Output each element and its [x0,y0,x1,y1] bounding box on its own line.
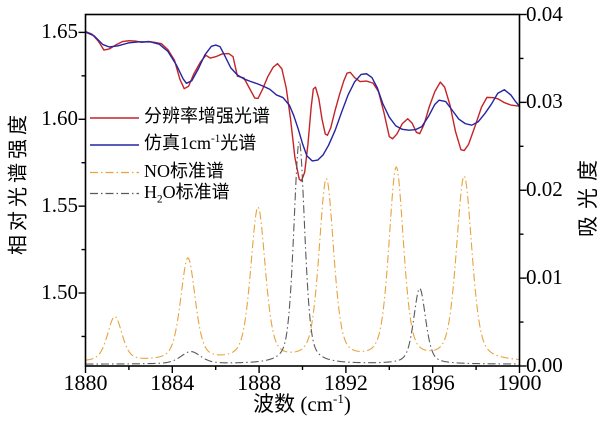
y-left-tick-label: 1.60 [41,106,78,131]
x-tick-label: 1892 [323,370,368,395]
legend-item-enhanced-spectrum: 分辨率增强光谱 [144,106,270,126]
y-right-axis-title: 吸光度 [575,153,600,237]
legend-line-samples [90,117,139,195]
series-simulated-1cm-spectrum-line [85,31,520,162]
y-right-tick-label: 0.00 [526,353,563,377]
legend-item-h2o-standard: H2O标准谱 [144,181,230,206]
series-no-standard-line [85,166,520,361]
y-left-tick-label: 1.55 [41,193,78,218]
axis-ticks [78,13,527,373]
series-enhanced-spectrum-line [85,30,520,182]
y-right-tick-label: 0.03 [526,89,563,114]
plot-border [84,13,521,367]
x-axis-title: 波数 (cm-1) [253,391,351,416]
series-group [85,30,520,365]
y-left-tick-label: 1.65 [41,19,78,44]
y-right-tick-label: 0.02 [526,177,563,202]
y-left-tick-label: 1.50 [41,280,78,305]
legend-item-no-standard: NO标准谱 [144,160,224,181]
x-tick-label: 1900 [497,370,542,395]
y-right-tick-label: 0.04 [526,1,563,26]
x-tick-label: 1884 [150,370,195,395]
series-h2o-standard-line [85,140,520,365]
x-tick-label: 1888 [237,370,282,395]
y-left-axis-title: 相对光谱强度 [7,111,30,255]
x-tick-label: 1880 [63,370,108,395]
x-tick-label: 1896 [410,370,455,395]
legend-item-simulated-1cm-spectrum: 仿真1cm-1光谱 [144,133,257,153]
y-right-tick-label: 0.01 [526,265,563,290]
